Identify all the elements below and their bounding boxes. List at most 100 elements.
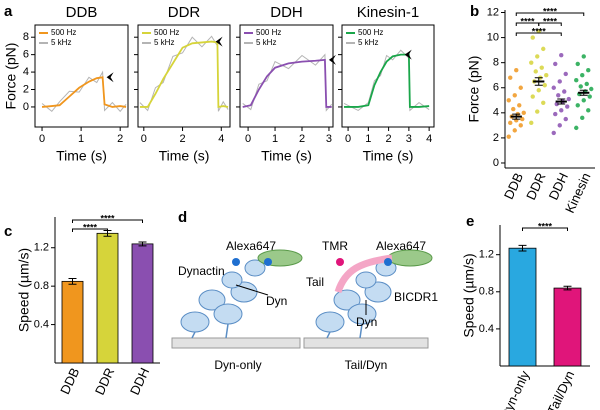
data-point	[529, 120, 534, 126]
significance-label: ****	[532, 26, 547, 36]
data-point	[530, 35, 535, 40]
x-tick-label: 3	[326, 133, 332, 145]
stalk	[191, 323, 363, 339]
significance-bar	[538, 22, 562, 26]
data-point	[557, 123, 562, 128]
y-axis-label: Speed (µm/s)	[461, 253, 477, 337]
data-point	[535, 54, 540, 59]
diagram-label: Dynactin	[178, 264, 225, 278]
data-point	[512, 128, 517, 133]
diagram-label: Tail	[306, 275, 324, 289]
x-tick-label: 4	[218, 133, 224, 145]
dye	[384, 258, 392, 266]
data-point	[536, 29, 541, 34]
trace	[343, 49, 430, 112]
panel-label: c	[4, 223, 12, 240]
data-point	[559, 52, 564, 58]
x-axis-label: Time (s)	[261, 148, 312, 164]
diagram-label: Alexa647	[376, 239, 426, 253]
bar	[131, 243, 154, 364]
bar	[61, 280, 84, 364]
y-tick-label: 4	[23, 66, 29, 78]
diagram-label: Alexa647	[226, 239, 276, 253]
data-point	[587, 94, 592, 99]
data-point	[584, 81, 589, 87]
trace	[139, 40, 229, 109]
y-axis-label: Force (pN)	[466, 56, 482, 123]
stall-marker	[106, 72, 114, 83]
x-tick-label: 2	[117, 133, 123, 145]
panel-label: d	[178, 209, 187, 226]
data-point	[506, 134, 511, 139]
x-tick-label: DDB	[57, 365, 82, 396]
dye	[232, 258, 240, 266]
y-axis-label: Speed (µm/s)	[16, 248, 32, 332]
plot-frame	[239, 24, 334, 128]
y-tick-label: 12	[487, 6, 499, 18]
legend-label: 500 Hz	[256, 28, 281, 37]
bar	[508, 247, 537, 367]
data-point	[580, 73, 585, 78]
x-tick-label: 0	[39, 133, 45, 145]
error-bar	[579, 89, 588, 96]
bar	[553, 287, 582, 367]
significance-bar	[72, 219, 143, 223]
data-point	[514, 67, 519, 73]
panel-label: b	[470, 3, 479, 20]
y-tick-label: 2	[493, 132, 499, 144]
dye	[264, 258, 272, 266]
trace	[344, 53, 430, 108]
data-point	[574, 78, 579, 83]
x-tick-label: 1	[272, 133, 278, 145]
diagram-label: BICDR1	[394, 290, 438, 304]
x-tick-label: 1	[78, 133, 84, 145]
data-point	[554, 101, 559, 107]
x-tick-label: Dyn-only	[497, 368, 532, 410]
y-tick-label: 0	[493, 157, 499, 169]
significance-label: ****	[100, 213, 115, 223]
data-point	[511, 106, 516, 112]
data-point	[553, 111, 558, 117]
significance-label: ****	[83, 222, 98, 232]
legend-label: 5 kHz	[256, 38, 276, 47]
x-tick-label: DDR	[92, 365, 118, 397]
chart-title: DDH	[270, 4, 303, 21]
x-axis-label: Time (s)	[363, 148, 414, 164]
y-tick-label: 0.4	[34, 318, 49, 330]
significance-bar	[72, 228, 108, 232]
data-point	[563, 71, 568, 77]
x-tick-label: 2	[179, 133, 185, 145]
plot-frame	[34, 24, 129, 128]
x-tick-label: DDB	[501, 170, 526, 201]
x-tick-label: DDH	[127, 365, 153, 397]
x-tick-label: 0	[345, 133, 351, 145]
y-tick-label: 10	[487, 31, 499, 43]
plot-frame	[341, 24, 435, 128]
data-point	[578, 84, 583, 89]
dye	[336, 258, 344, 266]
diagram-caption: Dyn-only	[214, 358, 261, 372]
x-tick-label: 2	[386, 133, 392, 145]
trace	[139, 35, 229, 112]
error-bar	[512, 113, 521, 120]
data-point	[530, 94, 535, 99]
data-point	[518, 123, 523, 128]
data-point	[542, 83, 547, 88]
data-point	[512, 93, 517, 98]
plot-frame	[137, 24, 231, 128]
legend-label: 5 kHz	[51, 38, 71, 47]
data-point	[575, 61, 580, 67]
data-point	[544, 73, 549, 78]
y-tick-label: 0.4	[479, 323, 494, 335]
y-tick-label: 4	[493, 107, 499, 119]
data-point	[581, 98, 586, 103]
legend-label: 500 Hz	[154, 28, 179, 37]
data-point	[556, 93, 561, 98]
microtubule	[303, 337, 429, 349]
data-point	[586, 67, 591, 73]
diagram: Alexa647 Dynactin Dyn Dyn-only TMR Alexa…	[171, 239, 438, 372]
x-tick-label: 4	[426, 133, 432, 145]
significance-label: ****	[543, 6, 558, 16]
data-point	[557, 79, 562, 84]
